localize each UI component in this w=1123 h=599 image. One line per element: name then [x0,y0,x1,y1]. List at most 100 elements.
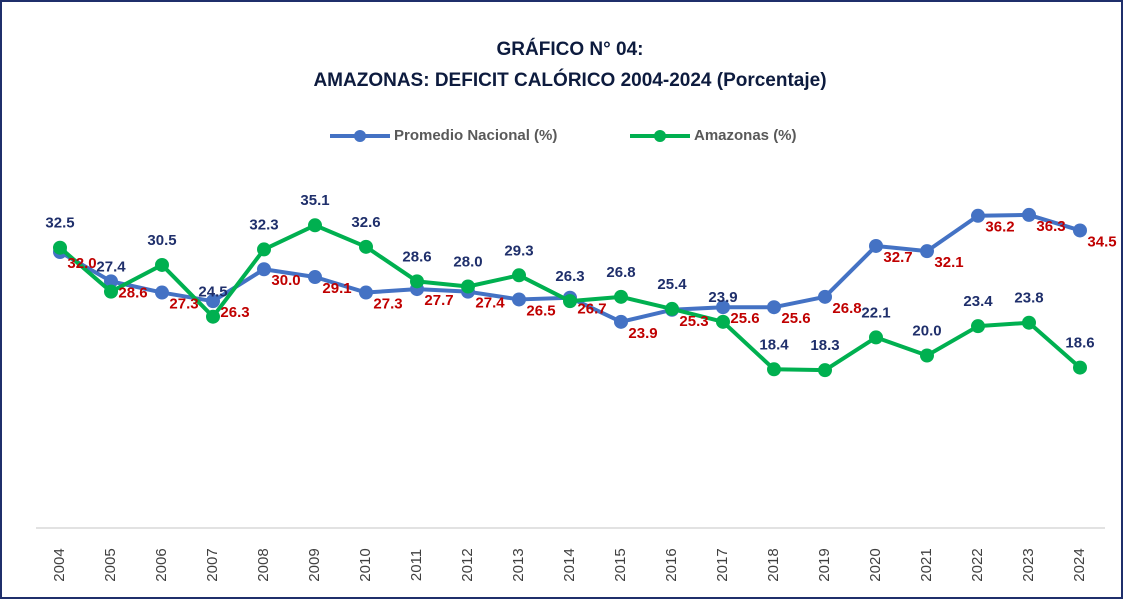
data-label: 29.3 [504,242,533,259]
data-label: 25.6 [730,310,759,327]
data-label: 23.4 [963,293,993,310]
data-label: 26.5 [526,302,555,319]
point [359,285,373,300]
x-tick-label: 2021 [918,548,935,581]
data-label: 30.5 [147,232,176,249]
point [1073,360,1087,375]
point [410,274,424,289]
data-label: 26.3 [220,304,249,321]
data-label: 23.9 [708,289,737,306]
point [359,239,373,254]
point [206,294,220,309]
data-label: 25.4 [657,276,687,293]
x-tick-label: 2017 [714,548,731,581]
x-tick-label: 2008 [255,548,272,581]
data-label: 35.1 [300,192,329,209]
data-label: 34.5 [1087,233,1116,250]
data-label: 32.7 [883,249,912,266]
x-tick-label: 2007 [204,548,221,581]
data-label: 27.7 [424,292,453,309]
chart-title: GRÁFICO N° 04: [497,38,644,60]
point [1022,315,1036,330]
data-label: 29.1 [322,280,351,297]
x-tick-label: 2019 [816,548,833,581]
legend-marker [654,130,666,142]
point [53,240,67,255]
x-tick-label: 2005 [102,548,119,581]
data-label: 32.0 [67,255,96,272]
point [512,292,526,307]
point [461,279,475,294]
x-tick-label: 2004 [51,548,68,581]
data-label: 32.3 [249,216,278,233]
point [308,218,322,233]
point [716,300,730,315]
data-label: 23.8 [1014,290,1043,307]
data-label: 26.7 [577,301,606,318]
data-label: 20.0 [912,322,941,339]
point [869,330,883,345]
point [155,257,169,272]
data-label: 27.3 [373,296,402,313]
data-label: 26.8 [832,300,861,317]
data-label: 26.8 [606,264,635,281]
point [818,289,832,304]
data-label: 26.3 [555,268,584,285]
data-label: 32.5 [45,215,74,232]
x-tick-label: 2012 [459,548,476,581]
point [155,285,169,300]
data-label: 27.3 [169,296,198,313]
data-label: 32.6 [351,214,380,231]
x-tick-label: 2013 [510,548,527,581]
point [716,314,730,329]
x-tick-label: 2024 [1071,548,1088,581]
x-tick-label: 2016 [663,548,680,581]
chart-subtitle: AMAZONAS: DEFICIT CALÓRICO 2004-2024 (Po… [313,69,826,91]
point [767,362,781,377]
data-label: 32.1 [934,254,963,271]
data-label: 18.3 [810,337,839,354]
x-tick-label: 2020 [867,548,884,581]
point [665,301,679,316]
point [1073,223,1087,238]
data-label: 27.4 [96,259,126,276]
data-label: 36.3 [1036,218,1065,235]
legend-marker [354,130,366,142]
point [257,242,271,257]
legend-label: Promedio Nacional (%) [394,127,557,144]
data-label: 28.6 [402,248,431,265]
point [308,270,322,285]
point [869,238,883,253]
data-label: 18.4 [759,336,789,353]
x-tick-label: 2022 [969,548,986,581]
data-label: 24.5 [198,284,227,301]
point [971,319,985,334]
data-label: 28.0 [453,253,482,270]
x-tick-label: 2010 [357,548,374,581]
data-label: 22.1 [861,304,890,321]
x-tick-label: 2014 [561,548,578,581]
data-label: 25.3 [679,313,708,330]
legend-label: Amazonas (%) [694,127,797,144]
point [614,314,628,329]
point [257,262,271,277]
x-tick-label: 2015 [612,548,629,581]
x-tick-label: 2018 [765,548,782,581]
point [1022,207,1036,222]
x-tick-label: 2023 [1020,548,1037,581]
point [104,284,118,299]
data-label: 36.2 [985,219,1014,236]
data-label: 23.9 [628,325,657,342]
data-label: 28.6 [118,284,147,301]
point [920,348,934,363]
x-tick-label: 2006 [153,548,170,581]
point [206,309,220,324]
point [818,363,832,378]
point [971,208,985,223]
data-label: 27.4 [475,295,505,312]
data-label: 25.6 [781,310,810,327]
point [920,244,934,259]
point [563,294,577,309]
point [614,289,628,304]
